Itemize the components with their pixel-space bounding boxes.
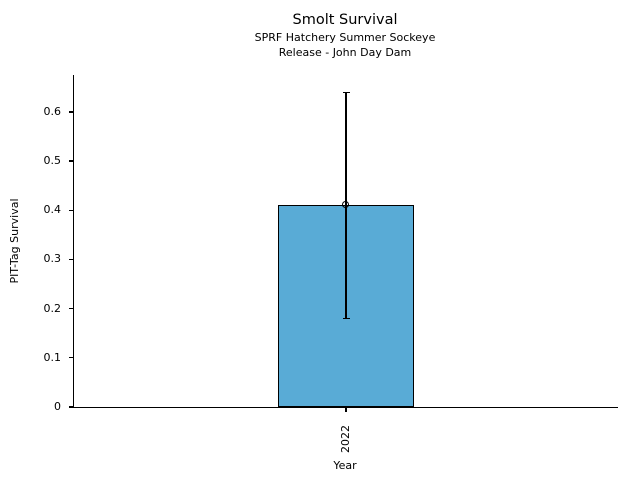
data-point-marker: [342, 201, 350, 209]
y-tick-label: 0.5: [43, 154, 62, 168]
error-bar-cap-top: [342, 91, 350, 93]
y-tick-label: 0.3: [43, 252, 62, 266]
y-tick-label: 0.2: [43, 301, 62, 315]
error-bar-cap-bottom: [342, 317, 350, 320]
y-tick-mark: [69, 406, 74, 408]
chart-subtitle-line2: Release - John Day Dam: [278, 46, 412, 59]
chart-subtitle-line1: SPRF Hatchery Summer Sockeye: [254, 31, 436, 44]
y-tick-label: 0: [54, 400, 61, 413]
x-axis-label: Year: [333, 459, 357, 472]
y-tick-mark: [69, 258, 74, 261]
y-tick-mark: [69, 357, 74, 359]
y-tick-mark: [69, 209, 74, 211]
y-tick-label: 0.6: [43, 104, 62, 118]
y-tick-mark: [69, 111, 74, 113]
y-tick-label: 0.4: [43, 203, 62, 217]
y-tick-mark: [69, 307, 74, 310]
chart-title: Smolt Survival: [292, 12, 398, 28]
y-tick-mark: [69, 160, 74, 162]
x-tick-mark: [345, 408, 347, 412]
plot-area: 0 0.1 0.2 0.3 0.4 0.5 0.6 2022: [44, 75, 618, 453]
y-axis-label: PIT-Tag Survival: [8, 198, 21, 284]
y-tick-label: 0.1: [43, 350, 62, 364]
